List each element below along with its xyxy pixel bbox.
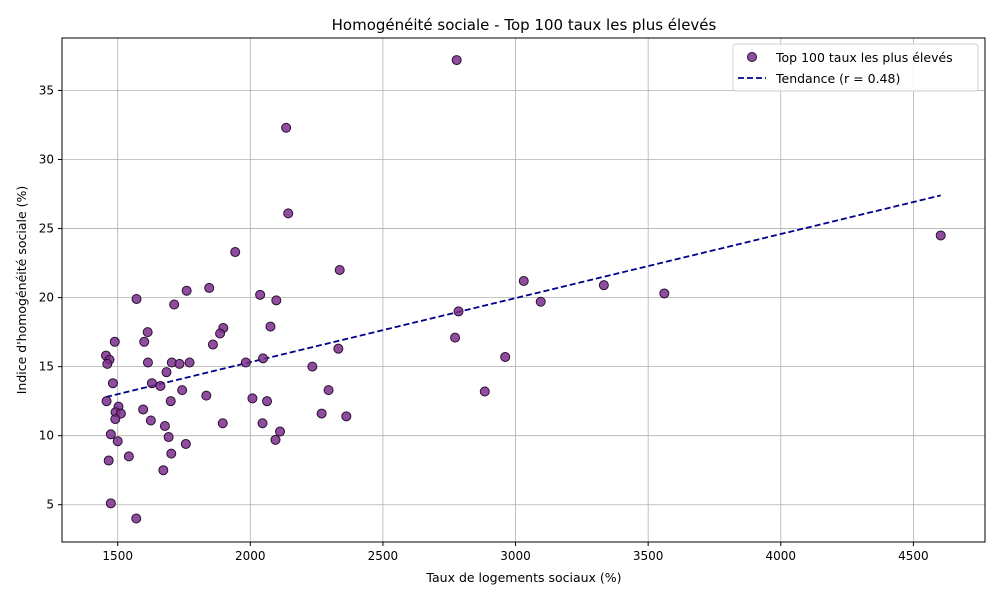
data-point xyxy=(275,426,286,437)
data-point xyxy=(281,122,292,133)
x-tick-label: 2500 xyxy=(368,549,399,563)
data-point xyxy=(169,299,180,310)
data-point xyxy=(316,408,327,419)
x-tick-label: 2000 xyxy=(235,549,266,563)
y-axis-ticks: 5 10 15 20 25 30 35 xyxy=(39,83,62,512)
data-point xyxy=(217,418,228,429)
data-point xyxy=(131,293,142,304)
data-point xyxy=(139,336,150,347)
legend-label-scatter: Top 100 taux les plus élevés xyxy=(775,50,953,65)
x-axis-label: Taux de logements sociaux (%) xyxy=(425,570,621,585)
legend-marker-scatter xyxy=(747,52,757,62)
data-point xyxy=(500,351,511,362)
data-point xyxy=(112,436,123,447)
data-point xyxy=(262,396,273,407)
data-point xyxy=(535,296,546,307)
data-point xyxy=(177,385,188,396)
data-point xyxy=(935,230,946,241)
data-point xyxy=(105,429,116,440)
data-point xyxy=(271,295,282,306)
x-axis-ticks: 1500 2000 2500 3000 3500 4000 4500 xyxy=(102,542,929,563)
data-point xyxy=(240,357,251,368)
data-point xyxy=(230,247,241,258)
data-point xyxy=(255,289,266,300)
data-point xyxy=(110,414,121,425)
data-point xyxy=(163,432,174,443)
data-points xyxy=(101,55,946,524)
data-point xyxy=(333,343,344,354)
data-point xyxy=(145,415,156,426)
data-point xyxy=(166,448,177,459)
data-point xyxy=(105,498,116,509)
x-tick-label: 1500 xyxy=(102,549,133,563)
data-point xyxy=(334,264,345,275)
data-point xyxy=(103,455,114,466)
data-point xyxy=(451,55,462,66)
data-point xyxy=(265,321,276,332)
data-point xyxy=(131,513,142,524)
y-tick-label: 25 xyxy=(39,222,54,236)
data-point xyxy=(109,336,120,347)
data-point xyxy=(138,404,149,415)
x-tick-label: 4500 xyxy=(898,549,929,563)
data-point xyxy=(180,438,191,449)
x-tick-label: 3000 xyxy=(500,549,531,563)
data-point xyxy=(165,396,176,407)
legend-box xyxy=(732,43,979,92)
x-tick-label: 4000 xyxy=(765,549,796,563)
data-point xyxy=(450,332,461,343)
data-point xyxy=(207,339,218,350)
data-point xyxy=(123,451,134,462)
data-point xyxy=(146,378,157,389)
grid-lines xyxy=(62,38,985,542)
y-tick-label: 5 xyxy=(46,498,54,512)
data-point xyxy=(161,367,172,378)
data-point xyxy=(247,393,258,404)
trend-line xyxy=(105,194,941,398)
y-tick-label: 30 xyxy=(39,153,54,167)
data-point xyxy=(341,411,352,422)
data-point xyxy=(659,288,670,299)
data-point xyxy=(258,353,269,364)
data-point xyxy=(155,380,166,391)
data-point xyxy=(101,396,112,407)
data-point xyxy=(323,385,334,396)
data-point xyxy=(453,306,464,317)
data-point xyxy=(174,358,185,369)
data-point xyxy=(518,276,529,287)
legend: Top 100 taux les plus élevés Tendance (r… xyxy=(732,43,979,92)
data-point xyxy=(107,378,118,389)
data-point xyxy=(204,282,215,293)
data-point xyxy=(159,421,170,432)
y-tick-label: 10 xyxy=(39,429,54,443)
y-tick-label: 35 xyxy=(39,83,54,97)
data-point xyxy=(142,327,153,338)
data-point xyxy=(270,434,281,445)
data-point xyxy=(479,386,490,397)
data-point xyxy=(181,285,192,296)
data-point xyxy=(201,390,212,401)
x-tick-label: 3500 xyxy=(633,549,664,563)
y-tick-label: 20 xyxy=(39,291,54,305)
data-point xyxy=(257,418,268,429)
legend-label-trend: Tendance (r = 0.48) xyxy=(775,71,900,86)
data-point xyxy=(307,361,318,372)
y-axis-label: Indice d'homogénéité sociale (%) xyxy=(14,186,29,395)
chart-title: Homogénéité sociale - Top 100 taux les p… xyxy=(332,16,717,34)
data-point xyxy=(215,328,226,339)
data-point xyxy=(283,208,294,219)
trend-layer xyxy=(105,194,941,398)
plot-frame xyxy=(61,37,986,543)
data-point xyxy=(184,357,195,368)
y-tick-label: 15 xyxy=(39,360,54,374)
data-point xyxy=(158,465,169,476)
data-point xyxy=(598,280,609,291)
data-point xyxy=(102,358,113,369)
data-point xyxy=(142,357,153,368)
